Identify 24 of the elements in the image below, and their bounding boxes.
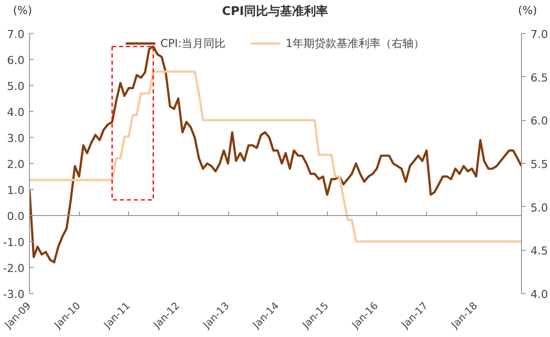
y-tick-label: 4.0: [7, 106, 25, 119]
legend-label: 1年期贷款基准利率（右轴）: [286, 36, 425, 50]
y2-tick-label: 6.0: [530, 114, 548, 128]
y-tick-label: -3.0: [3, 288, 25, 301]
y2-tick-label: 4.0: [530, 288, 548, 301]
y-tick-label: 1.0: [7, 184, 25, 197]
line-series: [30, 70, 522, 243]
y-tick-label: -1.0: [3, 236, 25, 249]
legend-label: CPI:当月同比: [160, 36, 226, 50]
y-tick-label: 3.0: [7, 132, 25, 145]
y-tick-label: -2.0: [3, 262, 25, 275]
y2-tick-label: 4.5: [530, 244, 548, 258]
y2-tick-label: 6.5: [530, 71, 548, 84]
y2-tick-label: 5.0: [530, 201, 548, 214]
y2-tick-label: 5.5: [530, 158, 548, 171]
y-tick-label: 0.0: [7, 210, 25, 223]
y-tick-label: 6.0: [7, 54, 25, 67]
y-axis-title: (%): [12, 3, 32, 19]
y-tick-label: 2.0: [7, 158, 25, 171]
y2-axis-title: (%): [518, 3, 538, 19]
y-tick-label: 5.0: [7, 80, 25, 93]
chart-title: CPI同比与基准利率: [222, 3, 328, 20]
y2-tick-label: 7.0: [530, 28, 548, 41]
y-tick-label: 7.0: [7, 28, 25, 41]
